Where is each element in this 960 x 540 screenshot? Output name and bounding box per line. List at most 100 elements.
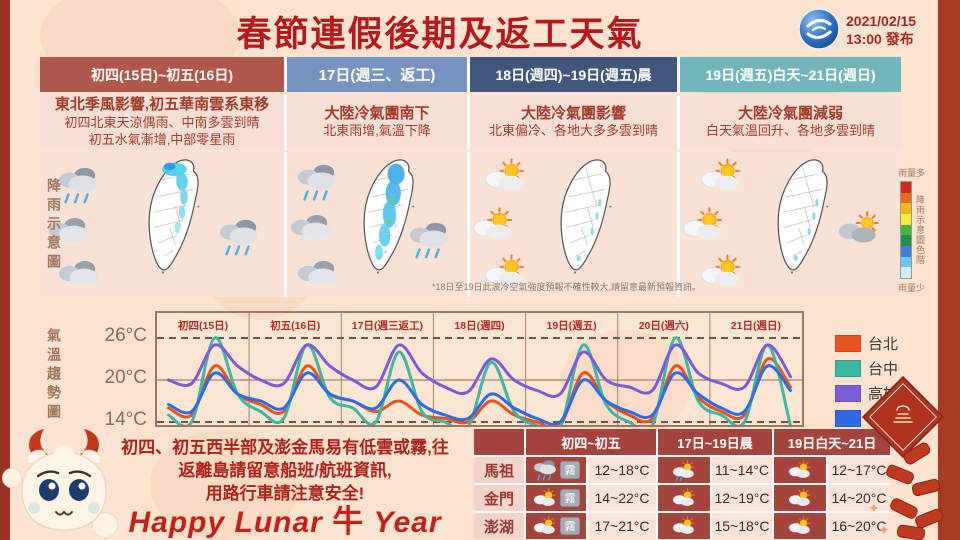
sun-cloud-icon bbox=[788, 515, 811, 534]
ytick-14: 14°C bbox=[104, 409, 147, 430]
gray-sun-cloud-wrap bbox=[835, 210, 881, 253]
legend-swatch bbox=[835, 410, 861, 427]
weather-icon-cell bbox=[774, 457, 826, 483]
spark-icon: ✦ bbox=[868, 500, 880, 516]
travel-notice: 初四、初五西半部及澎金馬易有低雲或霧,往 返離島請留意船班/航班資訊, 用路行車… bbox=[95, 437, 475, 506]
desc-title: 大陸冷氣團南下 bbox=[324, 104, 430, 122]
desc-line: 北東雨增,氣溫下降 bbox=[323, 123, 431, 139]
taiwan-map bbox=[777, 159, 828, 274]
table-corner bbox=[474, 429, 524, 455]
colorbar-step bbox=[901, 235, 911, 247]
desc-title: 大陸冷氣團影響 bbox=[520, 104, 626, 122]
desc-title: 大陸冷氣團減弱 bbox=[737, 104, 843, 122]
chart-day-label: 18日(週四) bbox=[454, 320, 504, 332]
table-row-label: 馬祖 bbox=[474, 457, 524, 483]
weather-icon-cell bbox=[774, 485, 826, 511]
rain-cloud-wrap bbox=[406, 219, 452, 266]
table-header-2: 17日~19日晨 bbox=[658, 429, 772, 455]
desc-line: 初五水氣漸增,中部零星雨 bbox=[88, 131, 236, 147]
colorbar-more-label: 雨量多 bbox=[898, 168, 926, 178]
rain-cloud-wrap bbox=[216, 216, 262, 263]
sun-cloud-wrap bbox=[698, 158, 744, 201]
sun-cloud-wrap bbox=[482, 253, 528, 297]
chart-day-label: 初五(16日) bbox=[270, 319, 320, 332]
sun-cloud-icon bbox=[485, 158, 525, 191]
firecracker-icon bbox=[910, 477, 942, 498]
series-高雄 bbox=[167, 343, 792, 398]
cloud-icon bbox=[48, 217, 88, 243]
table-row-label: 澎湖 bbox=[474, 513, 524, 539]
weather-icon-cell bbox=[658, 513, 710, 539]
notice-line: 用路行車請注意安全! bbox=[205, 483, 365, 503]
right-border-strip bbox=[938, 0, 960, 540]
rain-cloud-wrap bbox=[294, 161, 340, 208]
temperature-cell: 16~20°C bbox=[828, 513, 890, 539]
cloud-wrap bbox=[294, 256, 340, 294]
rain-cloud-icon bbox=[58, 167, 97, 204]
pearl-decoration bbox=[2, 468, 22, 488]
spark-icon: ✦ bbox=[878, 522, 890, 538]
taiwan-map bbox=[363, 159, 415, 274]
sun-cloud-icon bbox=[788, 487, 811, 506]
series-花蓮 bbox=[167, 364, 792, 426]
series-台中 bbox=[167, 336, 792, 435]
cloud-icon bbox=[290, 215, 331, 240]
background-blob bbox=[150, 430, 300, 540]
issue-date: 2021/02/15 bbox=[846, 13, 917, 29]
rain-maps-side-label: 降雨示意圖 bbox=[46, 178, 62, 273]
fog-icon: 霧 bbox=[560, 461, 580, 479]
period-header-4: 19日(週五)白天~21日(週日) bbox=[680, 57, 901, 92]
taiwan-map bbox=[148, 159, 200, 274]
sun-cloud-icon bbox=[700, 158, 740, 191]
issue-hour: 13:00 發布 bbox=[846, 31, 914, 48]
chart-day-label: 19日(週五) bbox=[547, 320, 597, 332]
notice-line: 返離島請留意船班/航班資訊, bbox=[178, 460, 392, 480]
period-description-3: 大陸冷氣團影響 北東偏冷、各地大多多雲到晴 bbox=[470, 95, 677, 150]
ytick-20: 20°C bbox=[104, 367, 147, 388]
rain-map-3 bbox=[470, 152, 677, 297]
chart-svg: 初四(15日) 初五(16日) 17日(週三返工) 18日(週四) 19日(週五) 20日… bbox=[157, 313, 802, 435]
sun-cloud-icon bbox=[672, 487, 695, 506]
colorbar-step bbox=[901, 214, 911, 225]
colorbar-step bbox=[901, 192, 911, 204]
rain-map-1 bbox=[40, 152, 284, 297]
gold-ingot-icon bbox=[893, 405, 913, 423]
temperature-cell: 14~22°C bbox=[588, 485, 656, 511]
cloud-icon bbox=[58, 261, 98, 287]
rain-cloud-icon bbox=[298, 164, 337, 201]
firecracker-icon bbox=[896, 524, 926, 540]
sun-cloud-wrap bbox=[680, 207, 726, 250]
legend-swatch bbox=[835, 385, 861, 402]
rain-maps bbox=[40, 152, 901, 297]
ytick-26: 26°C bbox=[104, 325, 147, 346]
greeting-text: Happy Lunar 牛 Year bbox=[128, 504, 442, 539]
legend-swatch bbox=[835, 360, 861, 377]
temperature-cell: 12~17°C bbox=[828, 457, 890, 483]
left-border-strip bbox=[0, 0, 10, 540]
rain-cloud-wrap bbox=[55, 164, 101, 211]
temp-chart-side-label: 氣溫趨勢圖 bbox=[46, 328, 62, 423]
forecast-footnote: *18日至19日此波冷空氣強度預報不確性較大,請留意最新預報資訊。 bbox=[432, 282, 702, 292]
chart-day-label: 21日(週日) bbox=[731, 320, 781, 332]
sun-cloud-icon bbox=[788, 459, 811, 478]
rain-map-2 bbox=[287, 152, 467, 297]
chart-day-label: 17日(週三返工) bbox=[352, 319, 423, 332]
cloud-wrap bbox=[45, 213, 91, 251]
fog-icon: 霧 bbox=[560, 517, 580, 535]
colorbar-step bbox=[901, 246, 911, 257]
colorbar-title: 降雨示意圖色階 bbox=[915, 195, 925, 265]
weather-icon-cell: 霧 bbox=[526, 485, 586, 511]
weather-icon-cell: 霧 bbox=[526, 513, 586, 539]
period-description-1: 東北季風影響,初五華南雲系東移 初四北東天涼偶雨、中南多雲到晴 初五水氣漸增,中部零… bbox=[40, 95, 284, 150]
period-descriptions: 東北季風影響,初五華南雲系東移 初四北東天涼偶雨、中南多雲到晴 初五水氣漸增,中部零… bbox=[40, 95, 901, 150]
colorbar-step bbox=[901, 203, 911, 215]
sun-cloud-wrap bbox=[482, 158, 528, 201]
legend-label: 台中 bbox=[868, 361, 899, 378]
legend-swatch bbox=[835, 335, 861, 352]
colorbar-scale bbox=[900, 181, 912, 279]
colorbar-step bbox=[901, 224, 911, 236]
table-row-label: 金門 bbox=[474, 485, 524, 511]
weather-icon-cell bbox=[658, 457, 710, 483]
weather-icon-cell: 霧 bbox=[526, 457, 586, 483]
